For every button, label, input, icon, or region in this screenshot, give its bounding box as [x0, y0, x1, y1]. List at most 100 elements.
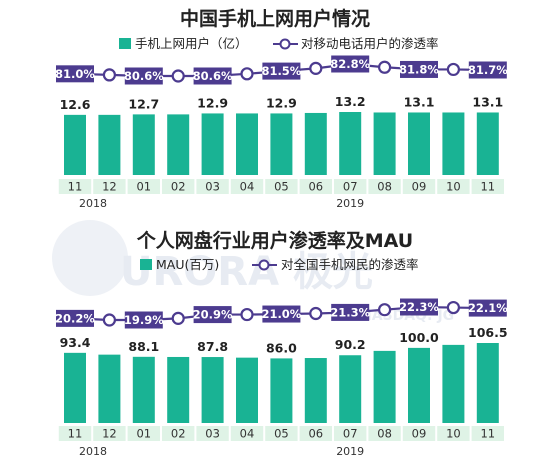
bar-11: [476, 112, 499, 175]
bar-data-label: 12.9: [197, 95, 228, 110]
x-tick-label: 11: [480, 180, 495, 194]
line-point-12: [102, 313, 117, 327]
x-tick-label: 07: [343, 427, 358, 441]
line-data-label: 81.8%: [399, 62, 439, 76]
tick-cell: [437, 179, 470, 194]
tick-cell: [196, 426, 229, 441]
bar-data-label: 87.8: [197, 339, 228, 354]
bar-11: [476, 343, 499, 423]
bar-08: [373, 112, 396, 175]
x-tick-label: 11: [68, 180, 83, 194]
tick-cell: [196, 179, 229, 194]
tick-cell: [230, 426, 264, 441]
bar-data-label: 13.1: [404, 94, 435, 109]
watermark-logo-icon: [52, 220, 128, 296]
chart-cloud-storage-mau: 个人网盘行业用户渗透率及MAU MAU(百万) 对全国手机网民的渗透率 93.4…: [55, 229, 508, 458]
x-tick-label: 08: [377, 180, 392, 194]
line-data-label: 81.5%: [261, 64, 301, 78]
x-tick-label: 05: [274, 427, 289, 441]
legend: MAU(百万) 对全国手机网民的渗透率: [140, 257, 419, 272]
x-tick-label: 04: [240, 427, 255, 441]
bar-12: [98, 114, 121, 175]
line-point-06: [309, 306, 323, 321]
tick-cell: [471, 179, 504, 194]
line-point-08: [378, 60, 392, 74]
x-tick-label: 09: [412, 427, 427, 441]
legend-line-label: 对全国手机网民的渗透率: [281, 257, 419, 272]
bar-04: [236, 113, 258, 175]
tick-cell: [334, 426, 367, 441]
x-tick-label: 01: [136, 180, 151, 194]
bar-05: [270, 113, 293, 175]
line-label-box: [331, 303, 370, 321]
bar-01: [132, 114, 155, 175]
line-data-label: 19.9%: [124, 313, 164, 327]
x-tick-label: 01: [136, 427, 151, 441]
line-point-10: [446, 62, 460, 77]
chart-title: 个人网盘行业用户渗透率及MAU: [136, 229, 413, 252]
bar-03: [201, 357, 224, 423]
bar-10: [442, 344, 465, 423]
legend-bar-label: MAU(百万): [156, 257, 219, 272]
tick-cell: [299, 179, 332, 194]
tick-cell: [368, 426, 401, 441]
line-label-box: [124, 311, 163, 329]
bar-series: 93.4 88.1 87.8 86.0 90.2 100.0 106.5: [60, 325, 508, 423]
year-label: 2018: [79, 197, 107, 210]
bar-01: [132, 356, 155, 423]
line-data-label: 81.7%: [468, 63, 508, 77]
legend: 手机上网用户（亿） 对移动电话用户的渗透率: [119, 36, 439, 51]
bar-04: [236, 357, 258, 423]
legend-line-label: 对移动电话用户的渗透率: [301, 36, 439, 51]
line-label-box: [262, 62, 301, 80]
legend-bar-swatch: [140, 259, 152, 270]
line-label-box: [193, 306, 232, 324]
line-point-12: [102, 68, 117, 82]
bar-08: [373, 350, 396, 423]
line-data-label: 21.3%: [330, 305, 370, 319]
bar-07: [339, 112, 362, 175]
legend-line-marker: [279, 38, 291, 50]
line-point-06: [309, 61, 323, 75]
line-label-box: [262, 305, 301, 323]
tick-cell: [93, 426, 126, 441]
watermark-main-text: URORA 极光: [120, 249, 373, 295]
line-data-label: 20.2%: [55, 311, 95, 325]
bar-series: 12.6 12.7 12.9 12.9 13.2 13.1 13.1: [60, 94, 503, 175]
x-tick-label: 06: [308, 180, 323, 194]
x-tick-label: 02: [171, 427, 186, 441]
x-tick-label: 02: [171, 180, 186, 194]
chart-mobile-internet-users: 中国手机上网用户情况 手机上网用户（亿） 对移动电话用户的渗透率 12.6 12.…: [55, 7, 508, 210]
tick-cell: [334, 179, 367, 194]
tick-cell: [437, 426, 470, 441]
x-tick-label: 09: [412, 180, 427, 194]
bar-data-label: 13.2: [335, 94, 366, 109]
tick-cell: [58, 426, 92, 441]
x-tick-label: 03: [205, 427, 220, 441]
bar-data-label: 93.4: [60, 335, 91, 350]
bar-03: [201, 113, 224, 175]
line-label-box: [468, 61, 507, 79]
bar-10: [442, 112, 465, 175]
line-data-label: 22.3%: [399, 300, 439, 314]
bar-09: [408, 112, 430, 175]
x-tick-label: 12: [102, 180, 117, 194]
tick-cell: [471, 426, 504, 441]
line-series: 20.2% 19.9% 20.9% 21.0% 21.3% 22.3% 22.1%: [55, 298, 508, 329]
line-label-box: [56, 65, 94, 83]
chart-title: 中国手机上网用户情况: [180, 7, 370, 30]
line-label-box: [331, 55, 370, 73]
line-series: 81.0% 80.6% 80.6% 81.5% 82.8% 81.8% 81.7%: [55, 55, 508, 85]
tick-cell: [93, 179, 126, 194]
x-tick-label: 03: [205, 180, 220, 194]
line-point-08: [378, 303, 392, 317]
bar-07: [339, 355, 362, 423]
line-label-box: [400, 298, 438, 316]
line-data-label: 80.6%: [193, 69, 233, 83]
line-data-label: 22.1%: [468, 301, 508, 315]
line-point-04: [240, 307, 254, 322]
x-tick-label: 08: [377, 427, 392, 441]
bar-data-label: 13.1: [472, 94, 503, 109]
tick-cell: [402, 426, 436, 441]
line-label-box: [124, 67, 163, 85]
